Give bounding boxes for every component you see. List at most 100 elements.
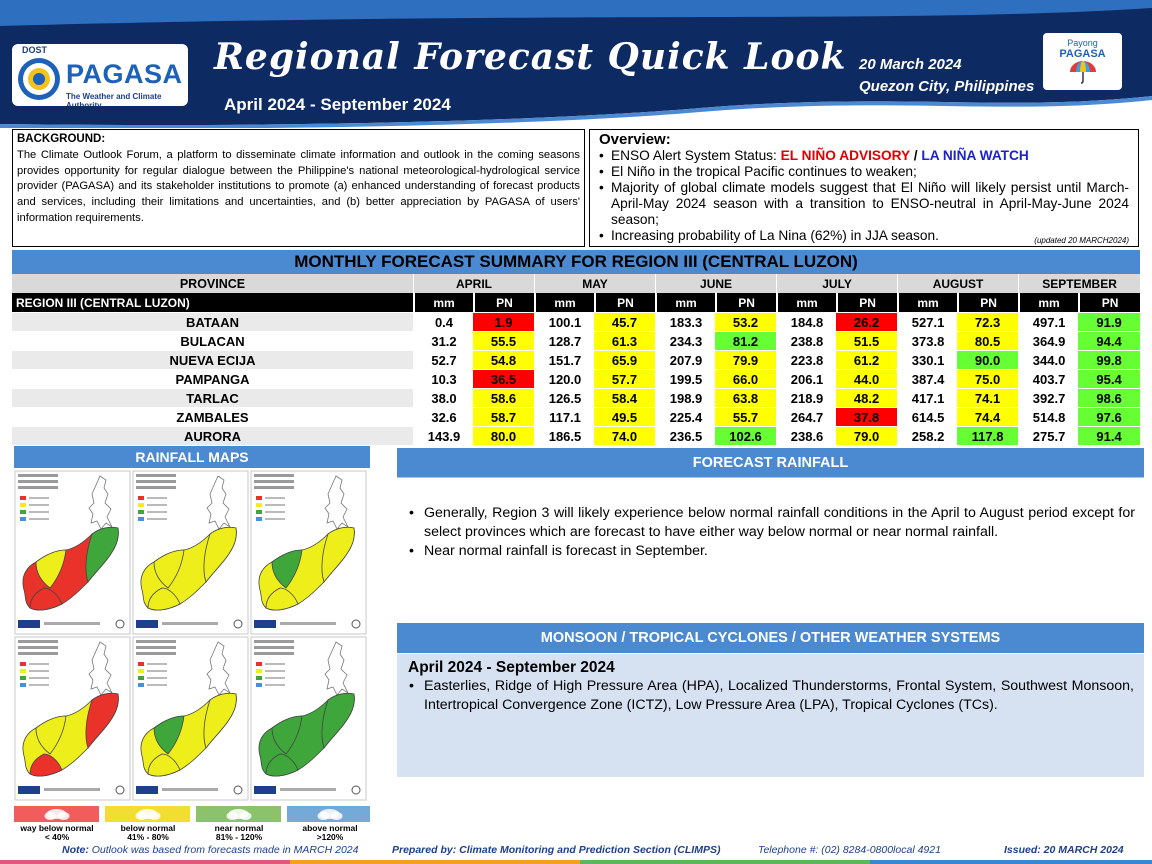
mm-header: mm: [413, 293, 473, 312]
background-text: The Climate Outlook Forum, a platform to…: [17, 148, 580, 224]
monsoon-item: Easterlies, Ridge of High Pressure Area …: [408, 677, 1134, 715]
overview-item-2: El Niño in the tropical Pacific continue…: [599, 164, 1129, 180]
percent-normal-cell: 74.1: [957, 388, 1019, 407]
issue-date-place: 20 March 2024 Quezon City, Philippines: [859, 54, 1034, 98]
legend-category: below normal: [120, 823, 176, 833]
header-banner: [0, 0, 1152, 128]
sub-header-row: REGION III (CENTRAL LUZON) mm PN mm PN mm PN m…: [12, 293, 1141, 312]
rainfall-mm-cell: 330.1: [897, 350, 958, 369]
monsoon-subtitle: April 2024 - September 2024: [408, 659, 615, 676]
footer-issued: Issued: 20 MARCH 2024: [1004, 844, 1124, 856]
legend-range: >120%: [316, 832, 344, 842]
percent-normal-cell: 75.0: [957, 369, 1019, 388]
mm-header: mm: [655, 293, 716, 312]
rainfall-mm-cell: 151.7: [534, 350, 594, 369]
rainfall-outlook-map: [250, 636, 367, 801]
mm-header: mm: [534, 293, 594, 312]
percent-normal-cell: 53.2: [715, 312, 777, 331]
cloud-icon: [44, 809, 70, 820]
mm-header: mm: [776, 293, 837, 312]
issue-place: Quezon City, Philippines: [859, 78, 1035, 95]
enso-advisory: EL NIÑO ADVISORY: [780, 148, 910, 163]
agency-tagline: The Weather and Climate Authority: [66, 92, 162, 106]
rainfall-mm-cell: 403.7: [1018, 369, 1079, 388]
percent-normal-cell: 79.9: [715, 350, 777, 369]
table-row: ZAMBALES 32.6 58.7 117.1 49.5 225.4 55.7 264.7 3…: [12, 407, 1141, 426]
percent-normal-cell: 44.0: [836, 369, 898, 388]
rainfall-mm-cell: 183.3: [655, 312, 716, 331]
rainfall-mm-cell: 126.5: [534, 388, 594, 407]
pagasa-logo: DOST PAGASA The Weather and Climate Auth…: [12, 44, 188, 106]
rainfall-mm-cell: 0.4: [413, 312, 473, 331]
rainfall-mm-cell: 199.5: [655, 369, 716, 388]
province-name: BATAAN: [12, 312, 413, 331]
rainfall-mm-cell: 275.7: [1018, 426, 1079, 445]
rainfall-mm-cell: 218.9: [776, 388, 837, 407]
pn-header: PN: [957, 293, 1019, 312]
table-row: BATAAN 0.4 1.9 100.1 45.7 183.3 53.2 184.8 26.2 5…: [12, 312, 1141, 331]
rainfall-mm-cell: 100.1: [534, 312, 594, 331]
rainfall-mm-cell: 143.9: [413, 426, 473, 445]
percent-normal-cell: 117.8: [957, 426, 1019, 445]
province-header: PROVINCE: [12, 274, 413, 293]
percent-normal-cell: 66.0: [715, 369, 777, 388]
overview-item-3: Majority of global climate models sugges…: [599, 180, 1129, 228]
percent-normal-cell: 81.2: [715, 331, 777, 350]
percent-normal-cell: 94.4: [1078, 331, 1141, 350]
rainfall-mm-cell: 32.6: [413, 407, 473, 426]
province-name: ZAMBALES: [12, 407, 413, 426]
dost-label: DOST: [22, 45, 48, 55]
percent-normal-cell: 74.0: [594, 426, 656, 445]
percent-normal-cell: 58.6: [473, 388, 534, 407]
pn-header: PN: [594, 293, 656, 312]
percent-normal-cell: 55.5: [473, 331, 534, 350]
payong-line1: Payong: [1067, 38, 1098, 48]
rainfall-outlook-map: [14, 636, 131, 801]
rainfall-mm-cell: 417.1: [897, 388, 958, 407]
rainfall-mm-cell: 497.1: [1018, 312, 1079, 331]
monsoon-body: April 2024 - September 2024 Easterlies, …: [397, 654, 1144, 777]
month-header: JULY: [776, 274, 898, 293]
rainfall-mm-cell: 392.7: [1018, 388, 1079, 407]
rainfall-mm-cell: 373.8: [897, 331, 958, 350]
rainfall-mm-cell: 614.5: [897, 407, 958, 426]
table-row: AURORA 143.9 80.0 186.5 74.0 236.5 102.6 238.6 7…: [12, 426, 1141, 445]
percent-normal-cell: 1.9: [473, 312, 534, 331]
rainfall-mm-cell: 527.1: [897, 312, 958, 331]
pn-header: PN: [473, 293, 534, 312]
percent-normal-cell: 90.0: [957, 350, 1019, 369]
overview-box: Overview: ENSO Alert System Status: EL N…: [589, 129, 1139, 247]
rainfall-mm-cell: 198.9: [655, 388, 716, 407]
month-header: APRIL: [413, 274, 534, 293]
percent-normal-cell: 48.2: [836, 388, 898, 407]
payong-pagasa-logo: Payong PAGASA: [1043, 33, 1122, 90]
enso-separator: /: [909, 148, 922, 163]
enso-watch: LA NIÑA WATCH: [921, 148, 1029, 163]
rainfall-outlook-map: [250, 470, 367, 635]
pn-header: PN: [836, 293, 898, 312]
percent-normal-cell: 37.8: [836, 407, 898, 426]
rainfall-mm-cell: 264.7: [776, 407, 837, 426]
umbrella-icon: [1069, 61, 1096, 84]
legend-category: above normal: [302, 823, 358, 833]
month-header-row: PROVINCE APRIL MAY JUNE JULY AUGUST SEPT…: [12, 274, 1141, 293]
enso-prefix: ENSO Alert System Status:: [611, 148, 781, 163]
percent-normal-cell: 49.5: [594, 407, 656, 426]
rainfall-mm-cell: 223.8: [776, 350, 837, 369]
rainfall-maps-panel: [14, 470, 367, 801]
page-title: Regional Forecast Quick Look: [214, 36, 847, 78]
percent-normal-cell: 80.5: [957, 331, 1019, 350]
agency-name: PAGASA: [66, 59, 183, 89]
background-box: BACKGROUND: The Climate Outlook Forum, a…: [12, 129, 585, 247]
pn-header: PN: [1078, 293, 1141, 312]
percent-normal-cell: 58.4: [594, 388, 656, 407]
percent-normal-cell: 80.0: [473, 426, 534, 445]
percent-normal-cell: 98.6: [1078, 388, 1141, 407]
forecast-table-body: BATAAN 0.4 1.9 100.1 45.7 183.3 53.2 184.8 26.2 5…: [12, 312, 1141, 445]
legend-category: near normal: [214, 823, 264, 833]
legend-label: below normal 41% - 80%: [103, 824, 193, 842]
percent-normal-cell: 54.8: [473, 350, 534, 369]
percent-normal-cell: 95.4: [1078, 369, 1141, 388]
percent-normal-cell: 63.8: [715, 388, 777, 407]
